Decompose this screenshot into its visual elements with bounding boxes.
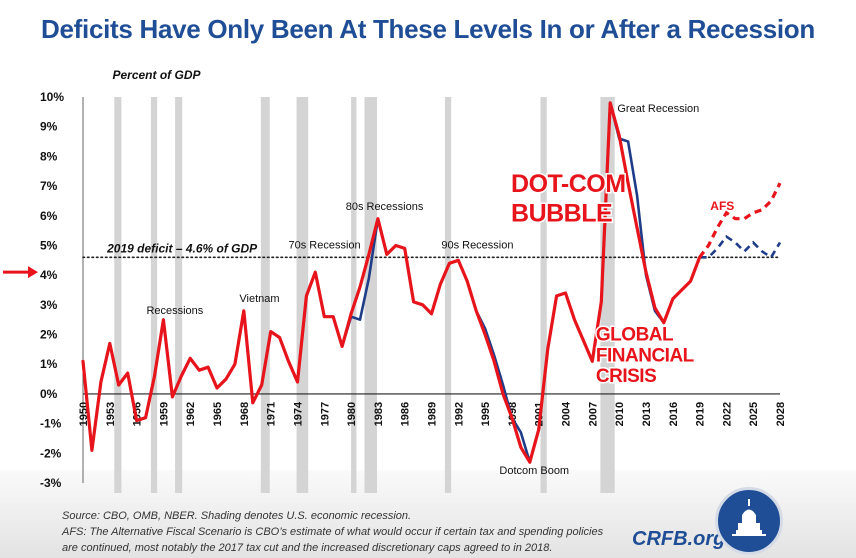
- capitol-seal-icon: [715, 487, 783, 555]
- x-tick-label: 1977: [319, 402, 331, 426]
- recession-band-1: [150, 97, 158, 493]
- recession-band-0: [114, 97, 122, 493]
- x-tick-label: 2019: [695, 402, 707, 426]
- y-tick-label: 5%: [40, 238, 58, 252]
- y-tick-label: 0%: [40, 387, 58, 401]
- x-tick-label: 1965: [212, 402, 224, 426]
- x-tick-label: 1953: [105, 402, 117, 426]
- x-tick-label: 1971: [266, 402, 278, 426]
- y-tick-label: -3%: [40, 476, 62, 490]
- x-tick-label: 1974: [292, 401, 304, 426]
- x-tick-label: 2013: [641, 402, 653, 426]
- annotation-small: 70s Recession: [289, 239, 361, 251]
- y-tick-label: 3%: [40, 298, 58, 312]
- afs-note-line-2: are continued, most notably the 2017 tax…: [62, 542, 553, 554]
- annotation-callout-small: CRISIS: [596, 366, 656, 387]
- annotation-small: Dotcom Boom: [499, 465, 569, 477]
- annotation-axis-title: Percent of GDP: [112, 68, 201, 82]
- x-tick-label: 1986: [400, 402, 412, 426]
- arrow-head-icon: [28, 266, 38, 279]
- annotation-small: Great Recession: [617, 103, 699, 115]
- series-projection-0: [699, 234, 782, 260]
- afs-note-line-1: AFS: The Alternative Fiscal Scenario is …: [62, 526, 604, 538]
- crfb-brand-link[interactable]: CRFB.org: [632, 528, 726, 550]
- x-tick-label: 2016: [668, 402, 680, 426]
- x-tick-label: 1959: [158, 402, 170, 426]
- y-tick-label: 7%: [40, 179, 58, 193]
- recession-band-2: [175, 97, 183, 493]
- page-title: Deficits Have Only Been At These Levels …: [41, 14, 815, 44]
- recession-band-4: [296, 97, 309, 493]
- x-tick-label: 1962: [185, 402, 197, 426]
- x-tick-label: 1989: [427, 402, 439, 426]
- annotation-callout-small: GLOBAL: [596, 324, 674, 345]
- recession-band-8: [540, 97, 547, 493]
- annotation-series-label: AFS: [710, 199, 734, 213]
- recession-band-3: [260, 97, 270, 493]
- source-note: Source: CBO, OMB, NBER. Shading denotes …: [62, 508, 603, 556]
- recession-band-5: [351, 97, 357, 493]
- x-tick-label: 2004: [561, 401, 573, 426]
- y-tick-label: -1%: [40, 417, 62, 431]
- reference-line-label: 2019 deficit – 4.6% of GDP: [106, 241, 258, 255]
- x-tick-label: 1968: [239, 402, 251, 426]
- y-tick-label: 4%: [40, 268, 58, 282]
- annotation-callout: BUBBLE: [511, 200, 612, 228]
- y-tick-label: 1%: [40, 357, 58, 371]
- y-tick-label: 6%: [40, 209, 58, 223]
- annotation-small: Vietnam: [239, 293, 279, 305]
- series-projection-1: [698, 182, 782, 259]
- annotation-small: 80s Recessions: [346, 201, 424, 213]
- x-tick-label: 2025: [748, 402, 760, 426]
- y-tick-label: 9%: [40, 120, 58, 134]
- annotation-small: Recessions: [146, 305, 203, 317]
- x-tick-label: 2022: [721, 402, 733, 426]
- x-tick-label: 1983: [373, 402, 385, 426]
- y-tick-label: -2%: [40, 446, 62, 460]
- x-tick-label: 2007: [587, 402, 599, 426]
- y-tick-label: 2%: [40, 328, 58, 342]
- x-tick-label: 1992: [453, 402, 465, 426]
- x-tick-label: 2028: [775, 402, 787, 426]
- annotation-callout: DOT-COM: [511, 170, 626, 198]
- annotation-callout-small: FINANCIAL: [596, 345, 695, 366]
- source-line: Source: CBO, OMB, NBER. Shading denotes …: [62, 510, 412, 522]
- annotation-small: 90s Recession: [441, 239, 513, 251]
- recession-band-7: [444, 97, 452, 493]
- y-tick-label: 10%: [40, 90, 64, 104]
- series-line-1: [81, 101, 702, 464]
- y-tick-label: 8%: [40, 149, 58, 163]
- footer-band: [0, 470, 856, 558]
- x-tick-label: 2010: [614, 402, 626, 426]
- x-tick-label: 1995: [480, 402, 492, 426]
- x-tick-label: 1980: [346, 402, 358, 426]
